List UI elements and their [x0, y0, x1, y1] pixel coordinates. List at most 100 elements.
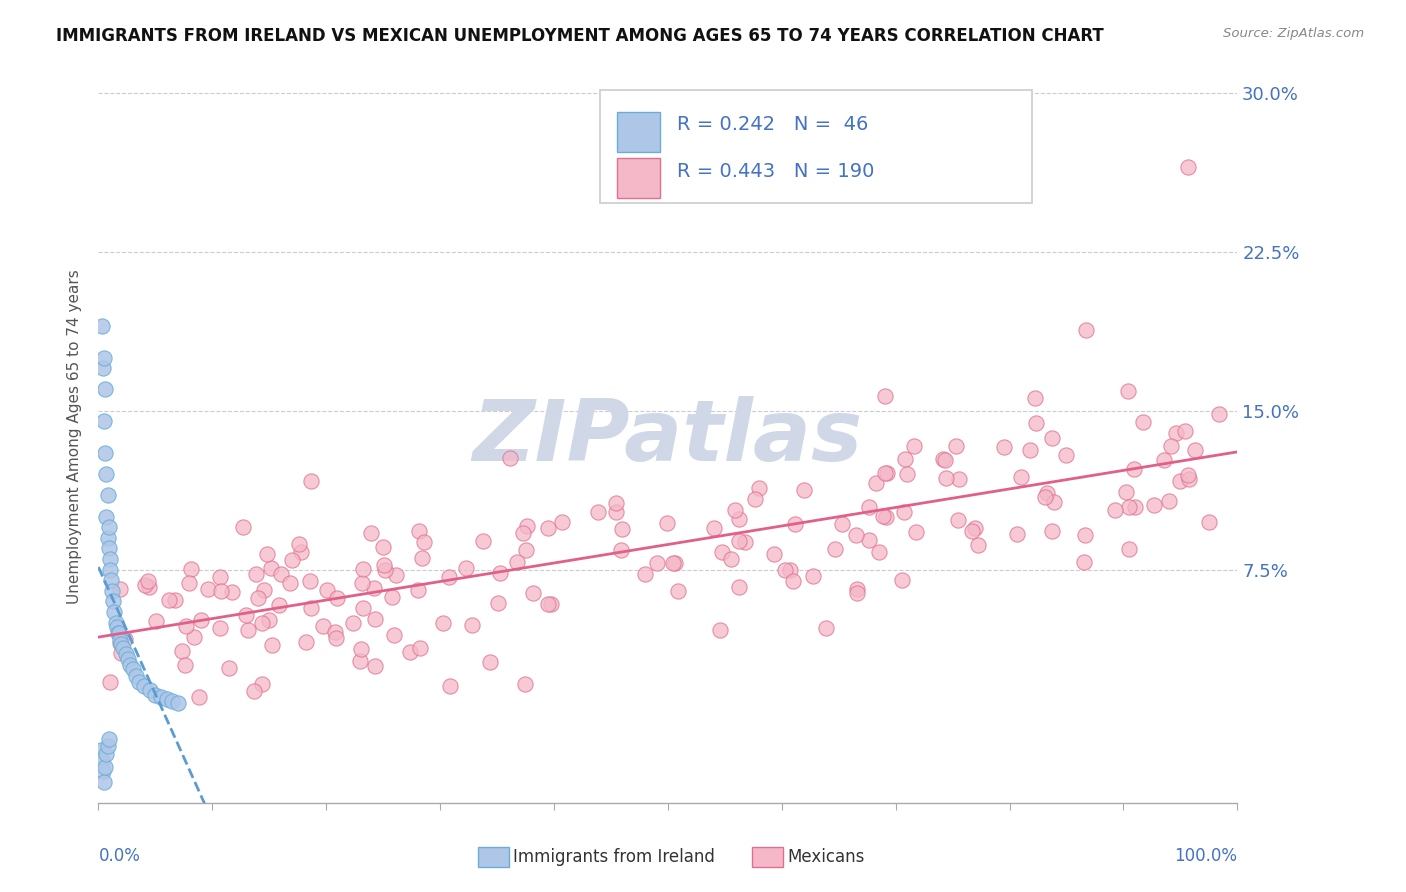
Point: [299, 574, 322, 589]
Point: [1042, 495, 1064, 509]
Point: [515, 676, 537, 690]
Point: [610, 522, 633, 536]
Point: [1042, 431, 1064, 445]
Point: [94, 383, 117, 397]
Point: [245, 566, 267, 581]
Point: [94, 446, 117, 460]
Point: [605, 496, 627, 510]
Point: [734, 535, 756, 549]
Point: [893, 505, 915, 519]
Point: [965, 521, 987, 535]
Point: [782, 574, 804, 588]
Point: [312, 619, 335, 633]
Point: [1132, 415, 1154, 429]
Point: [352, 600, 374, 615]
Point: [845, 585, 868, 599]
Point: [411, 551, 433, 566]
Point: [98, 675, 121, 690]
Point: [250, 677, 273, 691]
Point: [932, 451, 955, 466]
Point: [97, 541, 120, 556]
Point: [174, 619, 197, 633]
Point: [299, 600, 322, 615]
Point: [145, 688, 167, 702]
Point: [180, 562, 202, 576]
Point: [1116, 384, 1139, 398]
Text: Mexicans: Mexicans: [787, 848, 865, 866]
Point: [478, 655, 501, 669]
Point: [966, 538, 988, 552]
Point: [413, 535, 436, 549]
Point: [551, 515, 574, 529]
Point: [610, 543, 633, 558]
Point: [167, 696, 190, 710]
Point: [270, 567, 292, 582]
Point: [993, 440, 1015, 454]
Point: [183, 630, 205, 644]
Point: [253, 583, 276, 598]
Point: [165, 592, 187, 607]
Point: [250, 616, 273, 631]
Point: [456, 561, 478, 575]
Point: [325, 632, 347, 646]
Point: [103, 594, 125, 608]
Point: [868, 545, 890, 559]
Point: [666, 583, 689, 598]
Point: [208, 621, 231, 635]
Point: [110, 646, 132, 660]
Point: [364, 658, 387, 673]
Point: [235, 608, 257, 623]
Point: [112, 640, 135, 655]
Point: [90, 318, 112, 333]
Point: [1118, 541, 1140, 556]
Point: [90, 753, 112, 767]
Point: [352, 562, 374, 576]
Point: [117, 651, 139, 665]
Point: [814, 621, 837, 635]
Text: 100.0%: 100.0%: [1174, 847, 1237, 864]
Point: [281, 552, 304, 566]
Point: [1157, 494, 1180, 508]
Point: [1174, 424, 1197, 438]
Point: [506, 556, 529, 570]
Point: [242, 683, 264, 698]
Point: [1143, 499, 1166, 513]
Point: [246, 591, 269, 605]
Point: [174, 658, 197, 673]
Point: [1025, 416, 1047, 430]
Point: [96, 467, 118, 482]
Point: [489, 566, 512, 581]
Point: [93, 414, 115, 428]
Point: [872, 509, 894, 524]
Point: [876, 466, 898, 480]
Point: [1073, 555, 1095, 569]
Point: [326, 591, 349, 606]
FancyBboxPatch shape: [599, 90, 1032, 203]
Point: [108, 632, 131, 647]
Point: [439, 679, 461, 693]
Point: [381, 590, 404, 604]
Point: [342, 616, 364, 631]
Point: [409, 640, 432, 655]
Point: [96, 509, 118, 524]
Point: [1166, 425, 1188, 440]
Point: [904, 524, 927, 539]
Point: [114, 648, 136, 662]
Point: [471, 534, 494, 549]
Point: [172, 643, 194, 657]
Point: [256, 547, 278, 561]
Point: [1178, 472, 1201, 486]
Point: [1036, 486, 1059, 500]
Point: [1054, 448, 1077, 462]
Point: [728, 580, 751, 594]
Point: [748, 481, 770, 495]
Point: [655, 516, 678, 530]
Point: [763, 547, 786, 561]
Point: [727, 533, 749, 548]
Point: [295, 634, 318, 648]
Point: [634, 566, 657, 581]
Point: [728, 511, 751, 525]
Point: [107, 626, 129, 640]
Point: [935, 471, 957, 485]
Point: [831, 517, 853, 532]
